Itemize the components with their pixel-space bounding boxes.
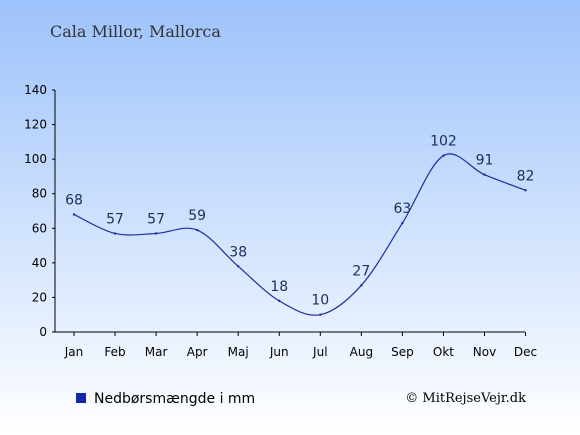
- axes: [54, 90, 525, 333]
- y-tick-label: 0: [39, 325, 47, 339]
- data-point: [524, 189, 527, 192]
- x-tick-label: Aug: [350, 345, 373, 359]
- data-label: 91: [476, 153, 494, 169]
- data-points: [72, 154, 527, 316]
- data-point: [483, 173, 486, 176]
- data-label: 57: [106, 211, 124, 227]
- data-label: 102: [430, 134, 457, 150]
- y-tick-label: 80: [32, 187, 47, 201]
- data-label: 68: [65, 192, 83, 208]
- credit-text: © MitRejseVejr.dk: [405, 391, 526, 406]
- x-tick-label: Jun: [269, 345, 289, 359]
- data-label: 27: [352, 263, 370, 279]
- x-tick-label: Feb: [104, 345, 125, 359]
- y-tick-label: 40: [32, 256, 47, 270]
- y-tick-label: 100: [24, 152, 47, 166]
- data-point: [401, 221, 404, 225]
- x-tick-label: Sep: [391, 345, 414, 359]
- data-point: [442, 154, 445, 157]
- data-label: 10: [311, 293, 329, 309]
- y-tick-label: 140: [24, 83, 47, 97]
- data-label: 57: [147, 211, 165, 227]
- data-label: 18: [270, 279, 288, 295]
- x-tick-label: Mar: [145, 345, 168, 359]
- y-ticks: 0 20 40 60 80 100 120 140: [24, 83, 55, 339]
- data-point: [154, 232, 158, 235]
- x-tick-label: Okt: [433, 345, 454, 359]
- data-point: [278, 299, 281, 303]
- data-label: 38: [229, 244, 247, 260]
- y-tick-label: 20: [32, 290, 47, 304]
- x-tick-label: Jul: [312, 345, 327, 359]
- data-point: [237, 265, 240, 268]
- data-point: [319, 313, 322, 316]
- data-point: [72, 213, 76, 216]
- x-tick-label: Dec: [514, 345, 537, 359]
- data-label: 59: [188, 208, 206, 224]
- y-tick-label: 120: [24, 118, 47, 132]
- x-tick-label: Nov: [473, 345, 496, 359]
- x-tick-label: Maj: [228, 345, 249, 359]
- data-label: 82: [517, 168, 535, 184]
- x-tick-label: Jan: [64, 345, 84, 359]
- x-ticks: Jan Feb Mar Apr Maj Jun Jul Aug Sep Okt Nov Dec: [64, 332, 537, 359]
- legend-swatch: [76, 393, 86, 403]
- legend-label: Nedbørsmængde i mm: [94, 391, 255, 407]
- data-labels: 68 57 57 59 38 18 10 27 63 102 91 82: [65, 134, 534, 309]
- y-tick-label: 60: [32, 221, 47, 235]
- data-point: [195, 228, 199, 232]
- data-point: [113, 232, 117, 235]
- data-label: 63: [393, 201, 411, 217]
- chart-title: Cala Millor, Mallorca: [50, 22, 221, 41]
- data-point: [360, 284, 363, 287]
- x-tick-label: Apr: [187, 345, 208, 359]
